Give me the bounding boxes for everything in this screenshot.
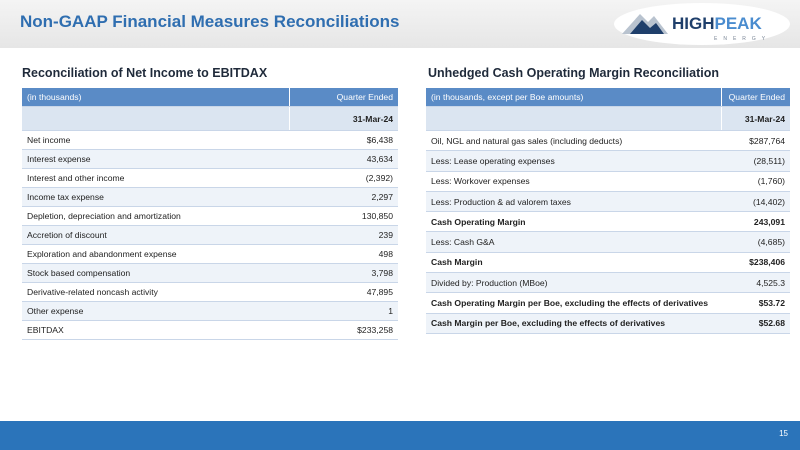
row-label: Interest expense [22, 149, 289, 169]
row-label: Oil, NGL and natural gas sales (includin… [426, 130, 722, 152]
table-row: Less: Cash G&A (4,685) [426, 231, 790, 253]
table-row: Accretion of discount 239 [22, 225, 398, 245]
row-label: Less: Workover expenses [426, 171, 722, 192]
row-value: 243,091 [721, 211, 790, 233]
row-value: (14,402) [721, 191, 790, 213]
slide-title: Non-GAAP Financial Measures Reconciliati… [20, 12, 400, 31]
row-value: 4,525.3 [721, 272, 790, 294]
row-label: Derivative-related noncash activity [22, 282, 289, 302]
row-value: (4,685) [721, 231, 790, 253]
row-label: Net income [22, 130, 289, 150]
table-row: Net income $6,438 [22, 130, 398, 150]
logo: HIGHPEAK ENERGY [614, 3, 790, 45]
table-row: Other expense 1 [22, 301, 398, 321]
period-row: 31-Mar-24 [22, 106, 398, 131]
row-label: Other expense [22, 301, 289, 321]
row-label: Divided by: Production (MBoe) [426, 272, 722, 294]
table-row: Income tax expense 2,297 [22, 187, 398, 207]
table-row: Less: Workover expenses (1,760) [426, 171, 790, 192]
right-title: Unhedged Cash Operating Margin Reconcili… [428, 66, 720, 80]
row-label: Accretion of discount [22, 225, 289, 245]
row-label: Cash Margin [426, 252, 722, 274]
row-value: $53.72 [721, 292, 790, 314]
table-row: EBITDAX $233,258 [22, 320, 398, 340]
row-label: Stock based compensation [22, 263, 289, 283]
row-value: 239 [289, 225, 398, 245]
row-value: (2,392) [289, 168, 398, 188]
row-value: 2,297 [289, 187, 398, 207]
period: 31-Mar-24 [288, 106, 398, 131]
table-row: Cash Operating Margin 243,091 [426, 211, 790, 233]
table-row: Stock based compensation 3,798 [22, 263, 398, 283]
row-label: Cash Margin per Boe, excluding the effec… [426, 313, 722, 334]
period: 31-Mar-24 [720, 106, 790, 131]
row-value: $287,764 [721, 130, 790, 152]
row-label: Cash Operating Margin [426, 211, 722, 233]
table-row: Divided by: Production (MBoe) 4,525.3 [426, 272, 790, 294]
footer-bar: 15 [0, 421, 800, 450]
row-value: $6,438 [289, 130, 398, 150]
row-value: $52.68 [721, 313, 790, 334]
row-label: Less: Cash G&A [426, 231, 722, 253]
column-header: (in thousands, except per Boe amounts) [426, 88, 722, 107]
table-row: Cash Margin $238,406 [426, 252, 790, 274]
row-label: Interest and other income [22, 168, 289, 188]
row-label: Income tax expense [22, 187, 289, 207]
logo-first: HIGH [672, 14, 715, 33]
row-label: Depletion, depreciation and amortization [22, 206, 289, 226]
period-row: 31-Mar-24 [426, 106, 790, 131]
row-value: (28,511) [721, 150, 790, 172]
table-row: Less: Lease operating expenses (28,511) [426, 150, 790, 172]
header-row: (in thousands) Quarter Ended [22, 88, 398, 107]
left-table: (in thousands) Quarter Ended 31-Mar-24 Net … [22, 88, 398, 340]
row-label: EBITDAX [22, 320, 289, 340]
table-row: Oil, NGL and natural gas sales (includin… [426, 130, 790, 152]
row-value: (1,760) [721, 171, 790, 192]
period-blank [426, 106, 722, 131]
logo-text: HIGHPEAK [672, 14, 762, 33]
row-value: 47,895 [289, 282, 398, 302]
header-row: (in thousands, except per Boe amounts) Qu… [426, 88, 790, 107]
logo-second: PEAK [715, 14, 763, 33]
table-row: Interest expense 43,634 [22, 149, 398, 169]
table-row: Cash Operating Margin per Boe, excluding… [426, 292, 790, 314]
row-value: $233,258 [289, 320, 398, 340]
left-title: Reconciliation of Net Income to EBITDAX [22, 66, 268, 80]
table-row: Interest and other income (2,392) [22, 168, 398, 188]
row-label: Less: Production & ad valorem taxes [426, 191, 722, 213]
header-bar: Non-GAAP Financial Measures Reconciliati… [0, 0, 800, 48]
column-header: Quarter Ended [720, 88, 790, 107]
row-value: 130,850 [289, 206, 398, 226]
table-row: Derivative-related noncash activity 47,89… [22, 282, 398, 302]
row-label: Exploration and abandonment expense [22, 244, 289, 264]
column-header: Quarter Ended [288, 88, 398, 107]
period-blank [22, 106, 289, 131]
row-label: Less: Lease operating expenses [426, 150, 722, 172]
table-row: Cash Margin per Boe, excluding the effec… [426, 313, 790, 334]
row-value: 43,634 [289, 149, 398, 169]
right-table: (in thousands, except per Boe amounts) Qu… [426, 88, 790, 334]
page-number: 15 [779, 429, 788, 438]
row-value: $238,406 [721, 252, 790, 274]
row-label: Cash Operating Margin per Boe, excluding… [426, 292, 722, 314]
row-value: 498 [289, 244, 398, 264]
row-value: 1 [289, 301, 398, 321]
column-header: (in thousands) [22, 88, 289, 107]
logo-tagline: ENERGY [714, 36, 771, 42]
row-value: 3,798 [289, 263, 398, 283]
table-row: Exploration and abandonment expense 498 [22, 244, 398, 264]
table-row: Less: Production & ad valorem taxes (14,4… [426, 191, 790, 213]
table-row: Depletion, depreciation and amortization… [22, 206, 398, 226]
